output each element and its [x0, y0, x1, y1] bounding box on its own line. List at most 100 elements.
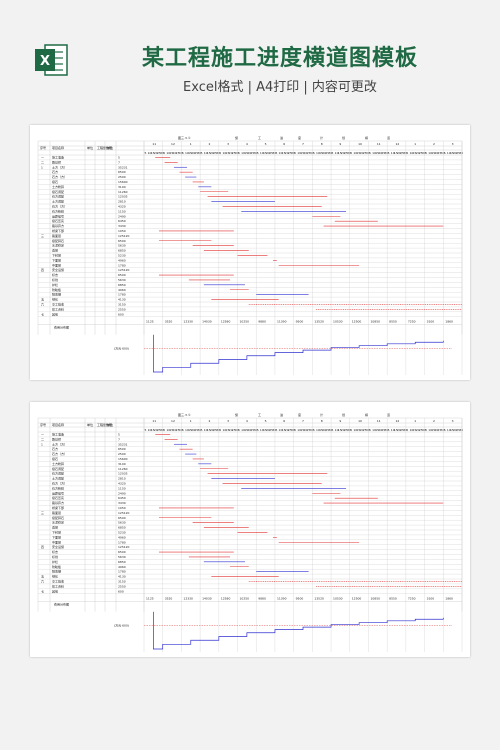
row-quantity: 2500	[118, 175, 126, 179]
day-tick: 15	[169, 151, 173, 155]
row-quantity: 3430	[118, 501, 126, 505]
row-task-name: 路基桥	[52, 436, 61, 441]
row-task-name: 中面层	[52, 262, 61, 267]
excel-logo-icon: X	[33, 42, 69, 78]
row-task-name: 标志	[52, 272, 58, 277]
row-quantity: 6500	[118, 170, 126, 174]
row-number: 1	[41, 165, 43, 169]
day-tick: 10	[260, 151, 264, 155]
day-tick: 25	[176, 151, 180, 155]
day-tick: 15	[357, 428, 361, 432]
row-task-name: 路面层	[52, 233, 61, 238]
column-header: 单位	[87, 145, 93, 150]
summary-value: 1125	[146, 320, 154, 324]
day-tick: 30	[291, 151, 295, 155]
day-tick: 30	[198, 151, 202, 155]
month-label: 9	[339, 142, 341, 146]
day-tick: 15	[226, 151, 230, 155]
gantt-sheet-svg: 图三·3·① 施工进度计划横道序号 项目名称 单位 工程量数量单位11 12 1 2 3 4 5 6 7…	[37, 135, 463, 375]
day-tick: 5	[406, 428, 408, 432]
summary-value: 10250	[240, 320, 250, 324]
day-tick: 25	[344, 428, 348, 432]
day-tick: 25	[213, 428, 217, 432]
row-task-name: 石方调配	[52, 194, 64, 199]
day-tick: 5	[219, 428, 221, 432]
day-tick: 10	[335, 151, 339, 155]
day-tick: 20	[304, 428, 308, 432]
day-tick: 30	[160, 428, 164, 432]
row-quantity: 1780	[118, 540, 126, 544]
row-task-name: 水泥稳定	[52, 520, 64, 525]
header: X 某工程施工进度横道图模板 Excel格式 | A4打印 | 内容可更改	[0, 0, 500, 115]
day-tick: 5	[294, 151, 296, 155]
row-task-name: 石方粉碎	[52, 485, 64, 490]
row-task-name: 安全设施	[52, 267, 64, 272]
day-tick: 25	[438, 428, 442, 432]
row-quantity: 4960	[118, 565, 126, 569]
summary-value: 3520	[165, 597, 173, 601]
month-label: 12	[396, 419, 400, 423]
day-tick: 5	[238, 428, 240, 432]
cost-axis-note: (万元·600)	[114, 347, 129, 351]
day-tick: 25	[363, 151, 367, 155]
day-tick: 25	[157, 428, 161, 432]
summary-value: 12330	[183, 320, 193, 324]
summary-value: 8550	[389, 320, 397, 324]
day-tick: 15	[169, 428, 173, 432]
day-tick: 20	[191, 428, 195, 432]
day-tick: 25	[251, 428, 255, 432]
day-tick: 25	[288, 151, 292, 155]
row-quantity: 4960	[118, 288, 126, 292]
row-task-name: 级配碎石	[52, 515, 64, 520]
day-tick: 20	[154, 428, 158, 432]
sheet-title-char: 进	[280, 135, 283, 140]
day-tick: 15	[151, 428, 155, 432]
day-tick: 10	[260, 428, 264, 432]
row-quantity: 125120	[118, 511, 130, 515]
day-tick: 15	[394, 428, 398, 432]
row-quantity: 5	[118, 433, 120, 437]
sheet-title-char: 度	[298, 412, 301, 417]
summary-label: 费用分布图	[54, 602, 69, 607]
row-quantity: 3430	[118, 224, 126, 228]
month-label: 4	[246, 419, 248, 423]
day-tick: 15	[431, 151, 435, 155]
day-tick: 30	[160, 151, 164, 155]
row-quantity: 5630	[118, 555, 126, 559]
day-tick: 20	[210, 428, 214, 432]
row-quantity: 125120	[118, 234, 130, 238]
row-task-name: 透层	[52, 248, 58, 253]
row-task-name: 桥梁下部	[52, 228, 64, 233]
day-tick: 30	[366, 151, 370, 155]
summary-value: 10250	[240, 597, 250, 601]
column-header: 项目名称	[52, 422, 64, 427]
day-tick: 30	[347, 151, 351, 155]
row-quantity: 5630	[118, 278, 126, 282]
row-quantity: 2550	[118, 584, 126, 588]
day-tick: 10	[372, 151, 376, 155]
day-tick: 15	[357, 151, 361, 155]
month-label: 9	[339, 419, 341, 423]
row-task-name: 土方粉碎	[52, 184, 64, 189]
summary-value: 10850	[370, 597, 380, 601]
row-quantity: 4960	[118, 535, 126, 539]
sheet-title-char: 施	[235, 135, 238, 140]
row-quantity: 6850	[118, 283, 126, 287]
day-tick: 20	[378, 428, 382, 432]
row-quantity: 35231	[118, 165, 128, 169]
day-tick: 30	[272, 151, 276, 155]
day-tick: 30	[254, 151, 258, 155]
summary-value: 9880	[258, 597, 266, 601]
row-task-name: 施工准备	[52, 432, 64, 437]
row-number: 二	[41, 160, 44, 164]
row-quantity: 2550	[118, 307, 126, 311]
row-quantity: 1780	[118, 263, 126, 267]
day-tick: 10	[204, 151, 208, 155]
summary-value: 12330	[183, 597, 193, 601]
row-task-name: 透层	[52, 525, 58, 530]
row-task-name: 桥梁下部	[52, 505, 64, 510]
sheet-title-char: 工	[258, 413, 261, 417]
gantt-sheet-preview-1: 图三·3·① 施工进度计划横道序号 项目名称 单位 工程量数量 单位 11 12 1 2 3 4 5 6 7…	[30, 125, 470, 380]
day-tick: 15	[319, 428, 323, 432]
day-tick: 15	[263, 151, 267, 155]
